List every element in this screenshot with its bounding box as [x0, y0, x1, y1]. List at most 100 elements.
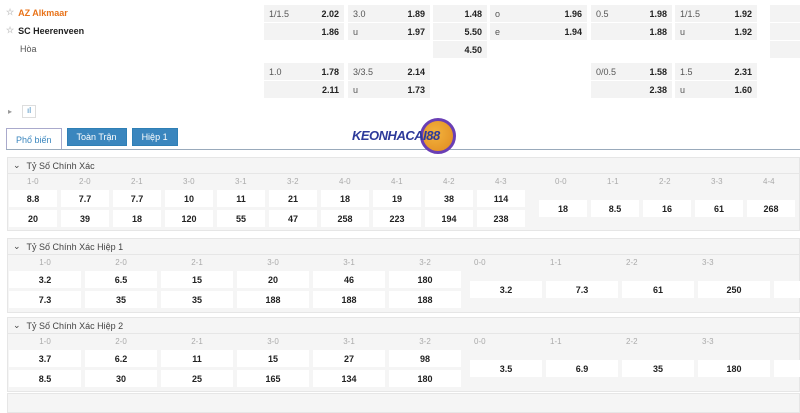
home-odds[interactable]: 98: [389, 350, 461, 367]
home-odds[interactable]: 10: [165, 190, 213, 207]
odds-cell[interactable]: 0.5 1.98: [591, 5, 672, 22]
home-odds[interactable]: 46: [313, 271, 385, 288]
odds-cell[interactable]: 1/1.5 1.92: [675, 5, 757, 22]
draw-odds[interactable]: [774, 281, 800, 298]
home-odds[interactable]: 3.2: [9, 271, 81, 288]
star-icon[interactable]: ☆: [6, 25, 15, 35]
away-odds[interactable]: 165: [237, 370, 309, 387]
draw-odds[interactable]: [774, 360, 800, 377]
chevron-down-icon[interactable]: ⌄: [13, 320, 21, 330]
odds-cell[interactable]: 1/1.5 2.02: [264, 5, 344, 22]
odds-cell[interactable]: 1.88: [591, 23, 672, 40]
odds-cell[interactable]: 4.50: [433, 41, 487, 58]
odds-cell[interactable]: 3/3.5 2.14: [348, 63, 430, 80]
odds-cell[interactable]: [770, 41, 800, 58]
home-odds[interactable]: 15: [237, 350, 309, 367]
home-odds[interactable]: 15: [161, 271, 233, 288]
away-odds[interactable]: 39: [61, 210, 109, 227]
section-header[interactable]: ⌄ Tỷ Số Chính Xác Hiệp 1: [8, 239, 799, 255]
away-odds[interactable]: 223: [373, 210, 421, 227]
draw-odds[interactable]: 180: [698, 360, 770, 377]
chevron-down-icon[interactable]: ⌄: [13, 160, 21, 170]
home-odds[interactable]: 11: [161, 350, 233, 367]
odds-cell[interactable]: o 1.96: [490, 5, 587, 22]
home-odds[interactable]: 21: [269, 190, 317, 207]
stats-chart-icon[interactable]: ıl: [22, 105, 36, 118]
away-odds[interactable]: 7.3: [9, 291, 81, 308]
away-odds[interactable]: 35: [161, 291, 233, 308]
draw-odds[interactable]: 268: [747, 200, 795, 217]
section-header[interactable]: ⌄ Tỷ Số Chính Xác Hiệp 2: [8, 318, 799, 334]
home-odds[interactable]: 20: [237, 271, 309, 288]
away-odds[interactable]: 238: [477, 210, 525, 227]
draw-odds[interactable]: 3.2: [470, 281, 542, 298]
draw-odds[interactable]: 3.5: [470, 360, 542, 377]
away-odds[interactable]: 18: [113, 210, 161, 227]
tab-popular[interactable]: Phổ biến: [6, 128, 62, 150]
home-odds[interactable]: 7.7: [113, 190, 161, 207]
draw-odds[interactable]: 61: [695, 200, 743, 217]
away-odds[interactable]: 47: [269, 210, 317, 227]
tab-first-half[interactable]: Hiệp 1: [131, 128, 178, 146]
away-odds[interactable]: 188: [237, 291, 309, 308]
draw-odds[interactable]: 8.5: [591, 200, 639, 217]
draw-odds[interactable]: 6.9: [546, 360, 618, 377]
section-header[interactable]: ⌄ Tỷ Số Chính Xác: [8, 158, 799, 174]
draw-odds[interactable]: 250: [698, 281, 770, 298]
away-odds[interactable]: 8.5: [9, 370, 81, 387]
home-team[interactable]: ☆ AZ Alkmaar: [6, 7, 68, 18]
draw-odds[interactable]: 16: [643, 200, 691, 217]
draw-odds[interactable]: 18: [539, 200, 587, 217]
odds-cell[interactable]: 1.0 1.78: [264, 63, 344, 80]
odds-cell[interactable]: 0/0.5 1.58: [591, 63, 672, 80]
away-odds[interactable]: 134: [313, 370, 385, 387]
draw-odds[interactable]: 7.3: [546, 281, 618, 298]
expand-icon[interactable]: ▸: [8, 107, 13, 116]
home-odds[interactable]: 11: [217, 190, 265, 207]
draw-score-label: 1-1: [607, 177, 619, 186]
odds-cell[interactable]: u 1.97: [348, 23, 430, 40]
home-odds[interactable]: 6.2: [85, 350, 157, 367]
tab-full-match[interactable]: Toàn Trận: [66, 128, 127, 146]
odds-cell[interactable]: 1.5 2.31: [675, 63, 757, 80]
home-odds[interactable]: 27: [313, 350, 385, 367]
home-odds[interactable]: 19: [373, 190, 421, 207]
odds-cell[interactable]: 1.86: [264, 23, 344, 40]
home-odds[interactable]: 180: [389, 271, 461, 288]
odds-cell[interactable]: 2.38: [591, 81, 672, 98]
odds-cell[interactable]: u 1.60: [675, 81, 757, 98]
home-odds[interactable]: 114: [477, 190, 525, 207]
away-odds[interactable]: 188: [313, 291, 385, 308]
odds-cell[interactable]: e 1.94: [490, 23, 587, 40]
away-odds[interactable]: 20: [9, 210, 57, 227]
away-odds[interactable]: 180: [389, 370, 461, 387]
away-odds[interactable]: 30: [85, 370, 157, 387]
home-odds[interactable]: 7.7: [61, 190, 109, 207]
home-odds[interactable]: 38: [425, 190, 473, 207]
away-odds[interactable]: 55: [217, 210, 265, 227]
away-odds[interactable]: 188: [389, 291, 461, 308]
chevron-down-icon[interactable]: ⌄: [13, 241, 21, 251]
home-odds[interactable]: 6.5: [85, 271, 157, 288]
odds-cell[interactable]: 5.50: [433, 23, 487, 40]
away-odds[interactable]: 120: [165, 210, 213, 227]
odds-cell[interactable]: [770, 5, 800, 22]
draw-odds[interactable]: 35: [622, 360, 694, 377]
odds-cell[interactable]: [770, 23, 800, 40]
away-odds[interactable]: 35: [85, 291, 157, 308]
odds-cell[interactable]: u 1.73: [348, 81, 430, 98]
away-team[interactable]: ☆ SC Heerenveen: [6, 25, 85, 36]
odds-cell[interactable]: 3.0 1.89: [348, 5, 430, 22]
odds-cell[interactable]: 2.11: [264, 81, 344, 98]
away-odds[interactable]: 25: [161, 370, 233, 387]
odds-cell[interactable]: 1.48: [433, 5, 487, 22]
home-odds[interactable]: 18: [321, 190, 369, 207]
away-odds[interactable]: 258: [321, 210, 369, 227]
home-odds[interactable]: 3.7: [9, 350, 81, 367]
star-icon[interactable]: ☆: [6, 7, 15, 17]
draw-score-label: 4-4: [763, 177, 775, 186]
draw-odds[interactable]: 61: [622, 281, 694, 298]
home-odds[interactable]: 8.8: [9, 190, 57, 207]
away-odds[interactable]: 194: [425, 210, 473, 227]
odds-cell[interactable]: u 1.92: [675, 23, 757, 40]
